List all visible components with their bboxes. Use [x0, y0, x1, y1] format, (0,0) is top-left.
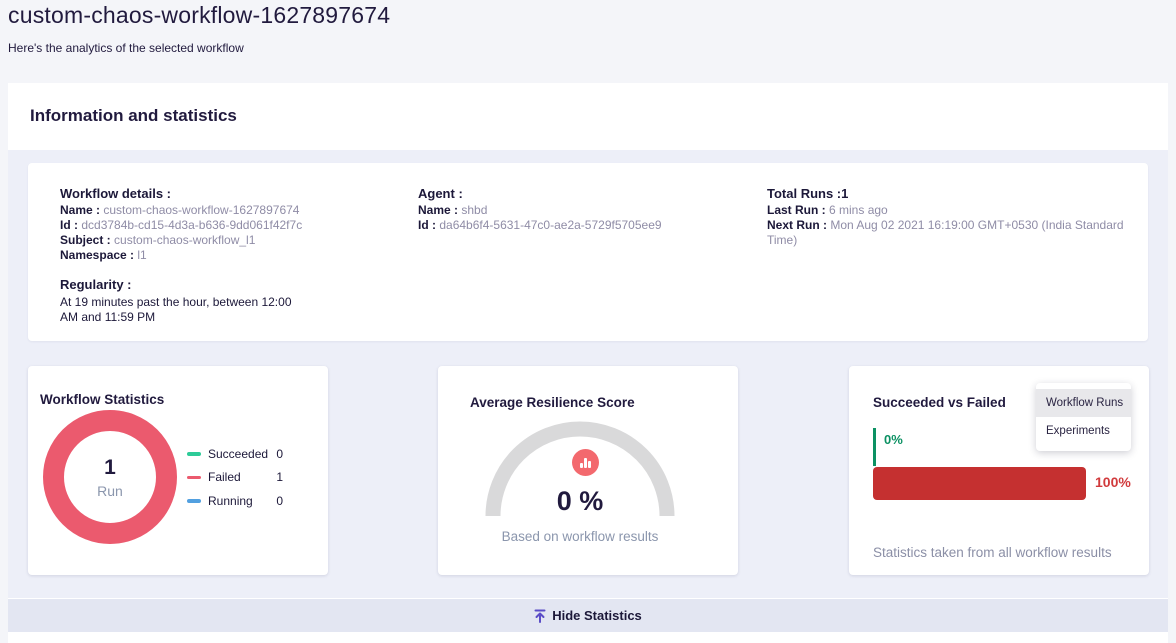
field-value: 6 mins ago: [829, 203, 888, 217]
agent-column: Agent : Name : shbd Id : da64b6f4-5631-4…: [418, 186, 748, 233]
page-title: custom-chaos-workflow-1627897674: [8, 2, 391, 28]
field-value: shbd: [461, 203, 488, 217]
succeeded-swatch-icon: [187, 452, 201, 456]
running-swatch-icon: [187, 499, 201, 503]
regularity-line: At 19 minutes past the hour, between 12:…: [60, 295, 292, 309]
workflow-details-column: Workflow details : Name : custom-chaos-w…: [60, 186, 390, 325]
field-label: Name :: [418, 203, 459, 217]
workflow-info-card: Workflow details : Name : custom-chaos-w…: [28, 163, 1148, 341]
legend-label: Running: [208, 493, 253, 508]
field-value: custom-chaos-workflow_l1: [114, 233, 256, 247]
workflow-id-field: Id : dcd3784b-cd15-4d3a-b636-9dd061f42f7…: [60, 218, 390, 233]
menu-item-workflow-runs[interactable]: Workflow Runs: [1036, 389, 1131, 417]
information-statistics-card: Information and statistics Workflow deta…: [8, 83, 1168, 643]
legend-item-succeeded: Succeeded 0: [187, 442, 283, 466]
agent-id-field: Id : da64b6f4-5631-47c0-ae2a-5729f5705ee…: [418, 218, 748, 233]
failed-swatch-icon: [187, 475, 201, 479]
donut-center-label: Run: [97, 482, 123, 499]
workflow-statistics-title: Workflow Statistics: [40, 392, 165, 407]
hide-statistics-label: Hide Statistics: [552, 608, 642, 623]
workflow-namespace-field: Namespace : l1: [60, 248, 390, 263]
menu-item-experiments[interactable]: Experiments: [1046, 425, 1110, 437]
field-label: Last Run :: [767, 203, 826, 217]
section-heading: Information and statistics: [30, 106, 237, 125]
statistics-panel: Workflow details : Name : custom-chaos-w…: [8, 150, 1168, 598]
stats-caption: Statistics taken from all workflow resul…: [873, 545, 1112, 560]
workflow-subject-field: Subject : custom-chaos-workflow_l1: [60, 233, 390, 248]
field-value: Mon Aug 02 2021 16:19:00 GMT+0530 (India…: [767, 218, 1124, 247]
workflow-name-field: Name : custom-chaos-workflow-1627897674: [60, 203, 390, 218]
donut-center-value: 1: [104, 455, 116, 479]
page-subtitle: Here's the analytics of the selected wor…: [8, 41, 244, 55]
legend-item-failed: Failed 1: [187, 466, 283, 490]
succeeded-bar: [873, 428, 876, 466]
last-run-field: Last Run : 6 mins ago: [767, 203, 1147, 218]
resilience-score-value: 0 %: [556, 486, 604, 516]
legend-item-running: Running 0: [187, 489, 283, 513]
succeeded-vs-failed-card: Succeeded vs Failed Workflow Runs Experi…: [849, 366, 1149, 575]
legend-label: Failed: [208, 470, 241, 485]
failed-bar: [873, 467, 1086, 500]
agent-name-field: Name : shbd: [418, 203, 748, 218]
resilience-score-card: Average Resilience Score 0 % Based on wo…: [438, 366, 738, 575]
total-runs-heading: Total Runs :1: [767, 186, 849, 201]
field-value: da64b6f4-5631-47c0-ae2a-5729f5705ee9: [439, 218, 662, 232]
field-label: Id :: [60, 218, 78, 232]
legend-value: 0: [276, 446, 283, 461]
chart-filter-dropdown-menu: Workflow Runs Experiments: [1036, 383, 1131, 451]
gauge-arc: [485, 421, 675, 517]
hide-statistics-button[interactable]: Hide Statistics: [8, 599, 1168, 632]
failed-percent-label: 100%: [1095, 474, 1131, 490]
legend-value: 1: [276, 470, 283, 485]
succeeded-percent-label: 0%: [884, 432, 903, 447]
resilience-score-title: Average Resilience Score: [470, 395, 635, 410]
regularity-line: AM and 11:59 PM: [60, 310, 156, 324]
field-label: Name :: [60, 203, 101, 217]
field-label: Next Run :: [767, 218, 827, 232]
workflow-statistics-card: Workflow Statistics 1 Run Succeeded 0 Fa…: [28, 366, 328, 575]
workflow-details-heading: Workflow details :: [60, 186, 171, 201]
total-runs-column: Total Runs :1 Last Run : 6 mins ago Next…: [767, 186, 1147, 248]
resilience-score-caption: Based on workflow results: [501, 529, 659, 544]
next-run-field: Next Run : Mon Aug 02 2021 16:19:00 GMT+…: [767, 218, 1147, 248]
field-label: Subject :: [60, 233, 111, 247]
field-label: Id :: [418, 218, 436, 232]
donut-legend: Succeeded 0 Failed 1 Running 0: [187, 442, 283, 513]
field-value: l1: [137, 248, 147, 262]
bar-chart-icon: [572, 449, 599, 476]
collapse-up-icon: [534, 609, 546, 623]
regularity-heading: Regularity :: [60, 277, 132, 292]
agent-heading: Agent :: [418, 186, 463, 201]
runs-donut-chart: 1 Run: [43, 410, 177, 544]
legend-value: 0: [276, 493, 283, 508]
field-value: dcd3784b-cd15-4d3a-b636-9dd061f42f7c: [81, 218, 303, 232]
field-value: custom-chaos-workflow-1627897674: [103, 203, 300, 217]
succeeded-vs-failed-title: Succeeded vs Failed: [873, 395, 1006, 410]
field-label: Namespace :: [60, 248, 135, 262]
legend-label: Succeeded: [208, 446, 269, 461]
